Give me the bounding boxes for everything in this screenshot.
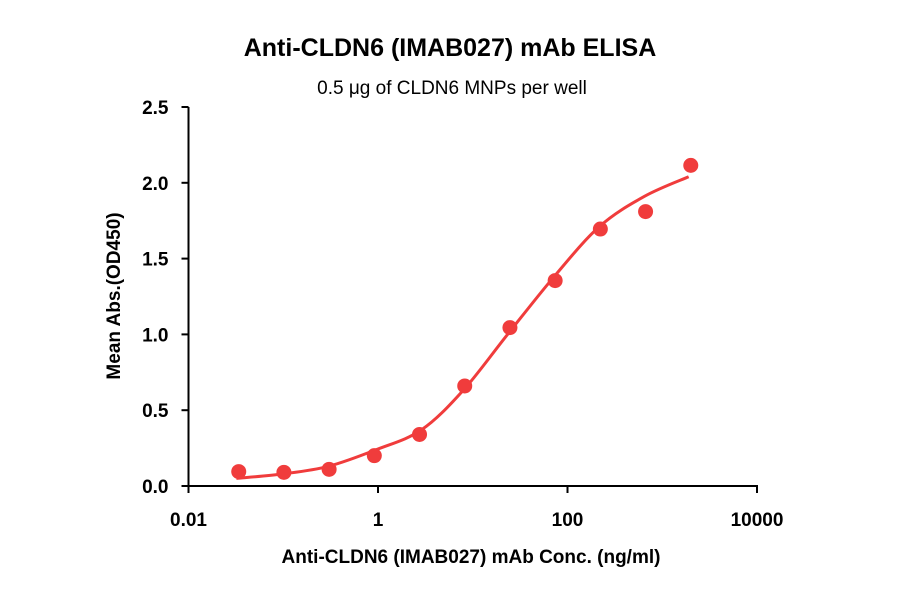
- data-point: [683, 157, 699, 173]
- y-tick-label: 1.0: [142, 325, 168, 346]
- x-tick-label: 0.01: [170, 510, 207, 531]
- data-point: [547, 273, 563, 289]
- y-tick-label: 2.0: [142, 174, 168, 195]
- data-points: [231, 157, 699, 480]
- data-point: [412, 426, 428, 442]
- chart-subtitle: 0.5 μg of CLDN6 MNPs per well: [317, 78, 587, 99]
- x-tick-label: 1: [373, 510, 384, 531]
- y-axis-label: Mean Abs.(OD450): [104, 212, 125, 379]
- y-tick-label: 2.5: [142, 98, 169, 119]
- x-tick-label: 100: [552, 510, 584, 531]
- data-point: [457, 378, 473, 394]
- y-tick-label: 0.0: [142, 477, 168, 498]
- data-point: [638, 204, 654, 220]
- data-point: [276, 464, 292, 480]
- chart-title: Anti-CLDN6 (IMAB027) mAb ELISA: [244, 34, 657, 62]
- x-axis-label: Anti-CLDN6 (IMAB027) mAb Conc. (ng/ml): [282, 547, 661, 568]
- fit-curve: [236, 175, 690, 480]
- data-point: [321, 461, 337, 477]
- data-point: [502, 320, 518, 336]
- data-point: [592, 221, 608, 237]
- y-tick-label: 1.5: [142, 250, 169, 271]
- data-point: [231, 464, 247, 480]
- y-tick-label: 0.5: [142, 401, 169, 422]
- axes: 0.0 0.5 1.0 1.5 2.0 2.5 0.01 1 100 10000: [142, 98, 783, 531]
- data-point: [366, 448, 382, 464]
- x-tick-label: 10000: [731, 510, 784, 531]
